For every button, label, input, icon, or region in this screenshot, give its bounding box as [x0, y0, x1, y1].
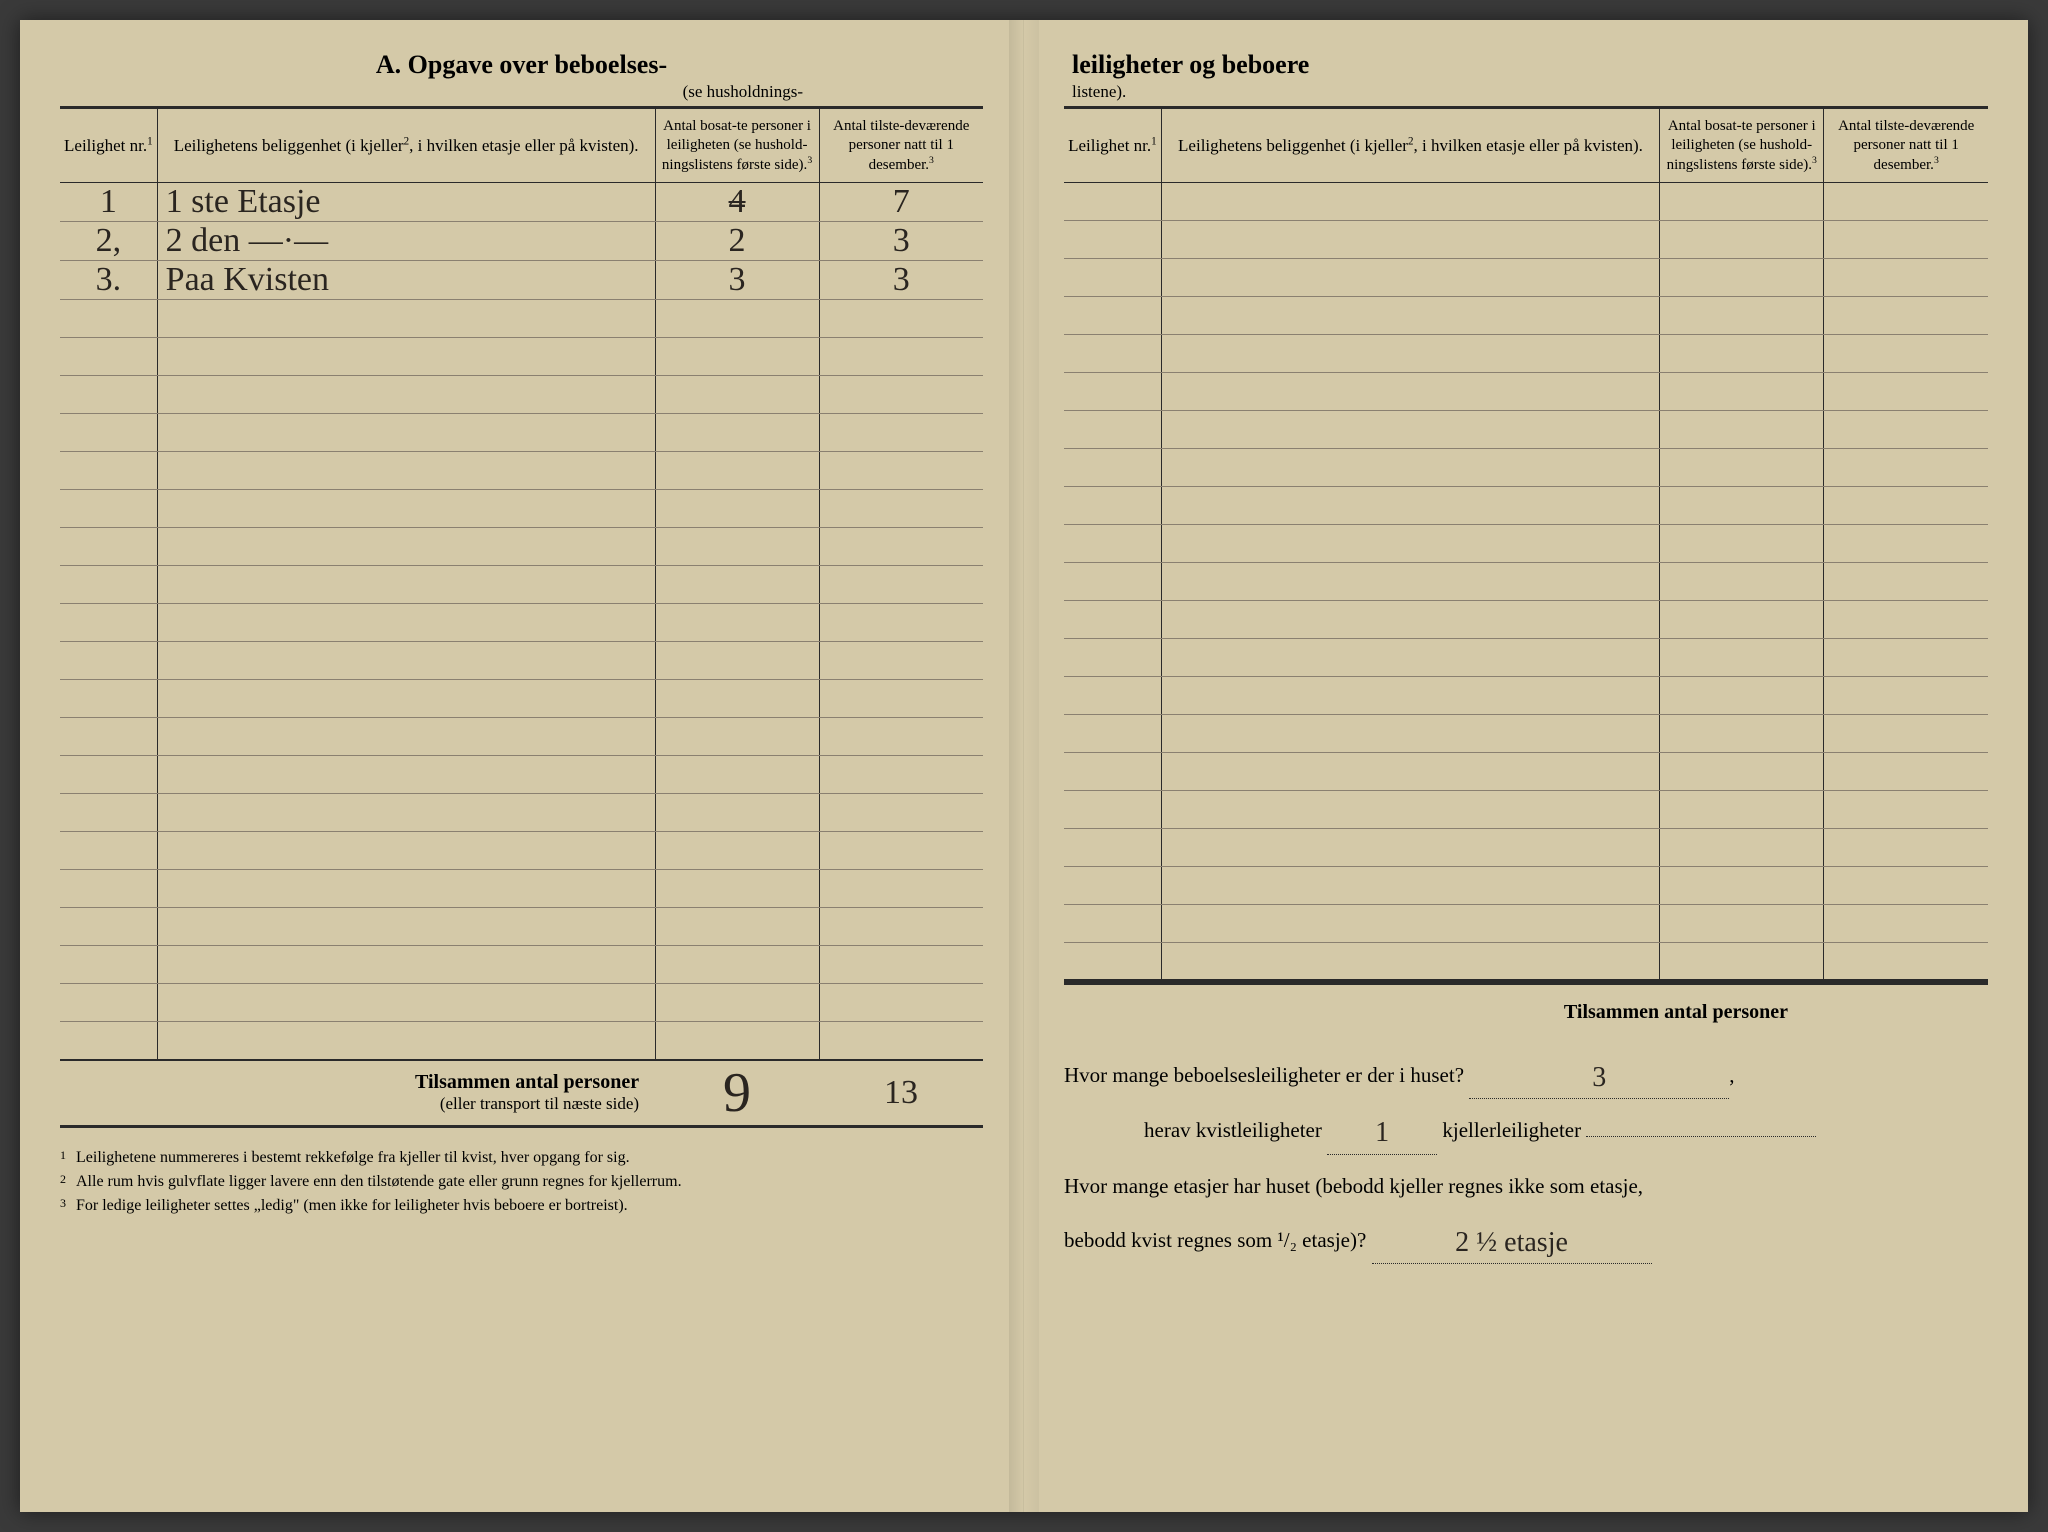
col-header-present: Antal tilste-deværende personer natt til…: [819, 108, 983, 183]
footnotes: 1Leilighetene nummereres i bestemt rekke…: [60, 1146, 983, 1218]
cell-residents: 2: [655, 222, 819, 261]
table-row-empty: [1064, 601, 1988, 639]
table-row-empty: [60, 528, 983, 566]
table-row-empty: [60, 376, 983, 414]
table-row-empty: [1064, 563, 1988, 601]
questions: Hvor mange beboelsesleiligheter er der i…: [1064, 1052, 1988, 1264]
col-header-residents: Antal bosat-te personer i leiligheten (s…: [655, 108, 819, 183]
footnote: 3For ledige leiligheter settes „ledig" (…: [60, 1194, 983, 1218]
right-subheading: listene).: [1064, 82, 1988, 102]
col-header-nr: Leilighet nr.1: [60, 108, 157, 183]
table-row: 1 1 ste Etasje 4 7: [60, 183, 983, 222]
table-row-empty: [1064, 829, 1988, 867]
table-row-empty: [60, 642, 983, 680]
table-row-empty: [1064, 297, 1988, 335]
question-1: Hvor mange beboelsesleiligheter er der i…: [1064, 1052, 1988, 1099]
table-row-empty: [60, 604, 983, 642]
question-2: herav kvistleiligheter 1 kjellerleilighe…: [1064, 1107, 1988, 1154]
table-row-empty: [1064, 943, 1988, 981]
question-3-line2: bebodd kvist regnes som ¹/₂ etasje)? 2 ½…: [1064, 1217, 1988, 1264]
left-heading: A. Opgave over beboelses-: [60, 50, 983, 80]
table-row-empty: [1064, 715, 1988, 753]
table-row-empty: [1064, 905, 1988, 943]
table-row-empty: [60, 908, 983, 946]
cell-nr: 3.: [60, 261, 157, 300]
col-header-residents-r: Antal bosat-te personer i leiligheten (s…: [1660, 108, 1824, 183]
table-row-empty: [60, 794, 983, 832]
table-row-empty: [1064, 791, 1988, 829]
col-header-present-r: Antal tilste-deværende personer natt til…: [1824, 108, 1988, 183]
answer-dwellings: 3: [1592, 1062, 1606, 1093]
table-row-empty: [60, 984, 983, 1022]
total-residents: 9: [655, 1060, 819, 1127]
table-row-empty: [60, 1022, 983, 1060]
table-row-empty: [1064, 183, 1988, 221]
right-page: leiligheter og beboere listene). Leiligh…: [1024, 20, 2028, 1512]
table-row-empty: [1064, 867, 1988, 905]
left-page: A. Opgave over beboelses- (se husholdnin…: [20, 20, 1024, 1512]
table-row-empty: [1064, 525, 1988, 563]
cell-present: 3: [819, 222, 983, 261]
cell-location: 2 den —·—: [157, 222, 655, 261]
cell-location: 1 ste Etasje: [157, 183, 655, 222]
left-total-row: Tilsammen antal personer (eller transpor…: [60, 1060, 983, 1127]
answer-floors: 2 ½ etasje: [1455, 1227, 1568, 1258]
right-heading: leiligheter og beboere: [1064, 50, 1988, 80]
table-row-empty: [1064, 259, 1988, 297]
question-3-line1: Hvor mange etasjer har huset (bebodd kje…: [1064, 1163, 1988, 1209]
cell-location: Paa Kvisten: [157, 261, 655, 300]
cell-present: 3: [819, 261, 983, 300]
table-row-empty: [60, 756, 983, 794]
table-row-empty: [1064, 753, 1988, 791]
table-row-empty: [1064, 411, 1988, 449]
footnote: 2Alle rum hvis gulvflate ligger lavere e…: [60, 1170, 983, 1194]
total-label: Tilsammen antal personer (eller transpor…: [60, 1060, 655, 1127]
table-row-empty: [60, 870, 983, 908]
table-row-empty: [60, 300, 983, 338]
table-row-empty: [1064, 677, 1988, 715]
cell-residents: 4: [655, 183, 819, 222]
right-total-label: Tilsammen antal personer: [1064, 982, 1988, 1032]
table-row-empty: [60, 490, 983, 528]
table-row-empty: [60, 414, 983, 452]
table-row-empty: [60, 338, 983, 376]
cell-nr: 2,: [60, 222, 157, 261]
table-row-empty: [1064, 221, 1988, 259]
table-row-empty: [60, 718, 983, 756]
table-row-empty: [60, 832, 983, 870]
table-row-empty: [1064, 449, 1988, 487]
table-row: 3. Paa Kvisten 3 3: [60, 261, 983, 300]
col-header-nr-r: Leilighet nr.1: [1064, 108, 1161, 183]
answer-attic: 1: [1375, 1117, 1389, 1148]
cell-residents: 3: [655, 261, 819, 300]
right-table: Leilighet nr.1 Leilighetens beliggenhet …: [1064, 106, 1988, 982]
table-row-empty: [60, 452, 983, 490]
table-row: 2, 2 den —·— 2 3: [60, 222, 983, 261]
table-row-empty: [1064, 335, 1988, 373]
table-row-empty: [60, 946, 983, 984]
footnote: 1Leilighetene nummereres i bestemt rekke…: [60, 1146, 983, 1170]
left-table: Leilighet nr.1 Leilighetens beliggenhet …: [60, 106, 983, 1128]
table-row-empty: [60, 566, 983, 604]
cell-nr: 1: [60, 183, 157, 222]
table-row-empty: [1064, 487, 1988, 525]
census-document: A. Opgave over beboelses- (se husholdnin…: [20, 20, 2028, 1512]
col-header-loc: Leilighetens beliggenhet (i kjeller2, i …: [157, 108, 655, 183]
left-subheading: (se husholdnings-: [60, 82, 983, 102]
cell-present: 7: [819, 183, 983, 222]
table-row-empty: [1064, 639, 1988, 677]
col-header-loc-r: Leilighetens beliggenhet (i kjeller2, i …: [1161, 108, 1659, 183]
table-row-empty: [1064, 373, 1988, 411]
total-present: 13: [819, 1060, 983, 1127]
table-row-empty: [60, 680, 983, 718]
